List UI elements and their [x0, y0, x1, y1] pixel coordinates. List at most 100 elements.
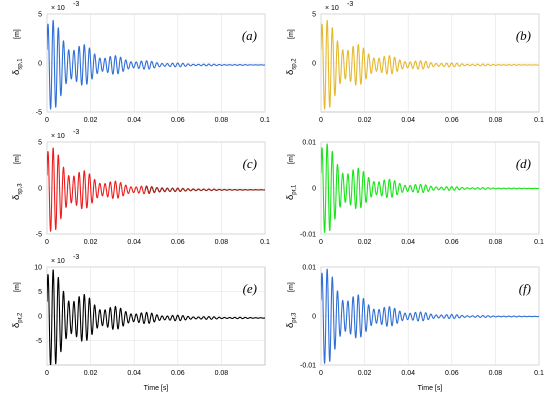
panel-label: (e): [243, 281, 257, 296]
axis-exponent: -3: [73, 1, 79, 8]
y-axis-label: δsp,1: [11, 58, 24, 75]
signal-trace: [321, 19, 539, 110]
x-tick-label: 0.04: [127, 239, 141, 246]
x-tick-label: 0.02: [358, 239, 372, 246]
x-axis-label: Time [s]: [144, 385, 169, 392]
y-axis-subscript: pr,2: [18, 312, 24, 323]
y-axis-symbol: δ: [285, 195, 296, 200]
y-axis-symbol: δ: [11, 195, 22, 200]
x-tick-label: 0.06: [445, 117, 459, 124]
x-tick-label: 0.02: [358, 370, 372, 377]
y-tick-label: 5: [38, 289, 42, 296]
y-axis-subscript: sp,1: [18, 58, 24, 70]
panel-label: (a): [242, 28, 257, 43]
y-axis-label: δsp,2: [285, 58, 298, 75]
x-tick-label: 0.06: [445, 370, 459, 377]
y-axis-unit: [m]: [14, 154, 21, 164]
panel-label: (c): [243, 156, 257, 171]
y-axis-label: δpr,3: [285, 312, 298, 328]
trace-group: [47, 147, 265, 232]
y-axis-unit: [m]: [288, 154, 295, 164]
y-axis-unit: [m]: [288, 29, 295, 39]
x-tick-label: 0.06: [171, 117, 185, 124]
y-axis-subscript: pr,1: [292, 184, 298, 195]
x-tick-label: 0: [319, 117, 323, 124]
x-tick-label: 0.04: [401, 370, 415, 377]
y-tick-label: 5: [312, 12, 316, 19]
panel-label: (f): [519, 281, 531, 296]
x-tick-label: 0: [45, 370, 49, 377]
y-axis-label: δsp,3: [11, 183, 24, 200]
x-tick-label: 0: [319, 239, 323, 246]
axis-exponent: -3: [73, 254, 79, 261]
x-tick-label: 0: [45, 117, 49, 124]
panel-label: (b): [516, 28, 531, 43]
y-axis-label: δpr,2: [11, 312, 24, 328]
y-axis-symbol: δ: [285, 323, 296, 328]
x-tick-label: 0.04: [127, 370, 141, 377]
x-tick-label: 0.08: [215, 370, 229, 377]
y-axis-subscript: pr,3: [292, 312, 298, 323]
x-tick-label: 0.08: [215, 239, 229, 246]
x-tick-label: 0: [319, 370, 323, 377]
x-tick-label: 0.1: [534, 117, 544, 124]
x-tick-label: 0.08: [215, 117, 229, 124]
trace-group: [321, 143, 539, 233]
y-tick-label: 0: [38, 61, 42, 68]
x-tick-label: 0.06: [171, 370, 185, 377]
y-axis-unit: [m]: [14, 282, 21, 292]
trace-group: [47, 269, 265, 365]
y-axis-symbol: δ: [285, 70, 296, 75]
x-tick-label: 0.02: [84, 117, 98, 124]
x-tick-label: 0: [45, 239, 49, 246]
trace-group: [321, 268, 539, 364]
y-axis-unit: [m]: [14, 29, 21, 39]
x-tick-label: 0.02: [358, 117, 372, 124]
x-tick-label: 0.08: [489, 239, 503, 246]
x-tick-label: 0.06: [171, 239, 185, 246]
y-tick-label: 0: [38, 314, 42, 321]
y-tick-label: 0: [312, 61, 316, 68]
panel-label: (d): [516, 156, 531, 171]
trace-group: [47, 19, 265, 110]
y-tick-label: -5: [36, 110, 42, 117]
axis-exponent: -3: [347, 1, 353, 8]
chart-panel-2: 0 0.02 0.04 0.06 0.08 0.1 0 5 × 10 -3 δsp,2 [m] (b): [285, 1, 544, 124]
y-tick-label: 10: [34, 265, 42, 272]
axis-multiplier: × 10: [325, 5, 339, 12]
x-tick-label: 0.06: [445, 239, 459, 246]
x-tick-label: 0.02: [84, 370, 98, 377]
y-tick-label: -0.01: [300, 232, 316, 239]
x-tick-label: 0.02: [84, 239, 98, 246]
signal-trace: [321, 143, 539, 233]
x-tick-label: 0.08: [489, 117, 503, 124]
y-tick-label: 0.01: [302, 140, 316, 147]
axis-multiplier: × 10: [51, 5, 65, 12]
y-tick-label: 5: [38, 12, 42, 19]
signal-trace-tail: [144, 186, 265, 194]
y-axis-symbol: δ: [11, 70, 22, 75]
x-tick-label: 0.1: [534, 239, 544, 246]
x-tick-label: 0.04: [127, 117, 141, 124]
axis-multiplier: × 10: [51, 258, 65, 265]
y-axis-unit: [m]: [288, 282, 295, 292]
y-axis-subscript: sp,2: [292, 58, 298, 70]
y-tick-label: 5: [38, 140, 42, 147]
y-axis-symbol: δ: [11, 323, 22, 328]
x-tick-label: 0.04: [401, 239, 415, 246]
y-tick-label: 0: [312, 314, 316, 321]
y-tick-label: 0: [312, 186, 316, 193]
y-tick-label: -5: [36, 232, 42, 239]
y-axis-label: δpr,1: [285, 184, 298, 200]
x-tick-label: 0.1: [260, 117, 270, 124]
signal-trace: [321, 268, 539, 364]
signal-trace: [47, 269, 265, 365]
axis-multiplier: × 10: [51, 133, 65, 140]
y-tick-label: 0.01: [302, 265, 316, 272]
y-tick-label: -5: [36, 338, 42, 345]
